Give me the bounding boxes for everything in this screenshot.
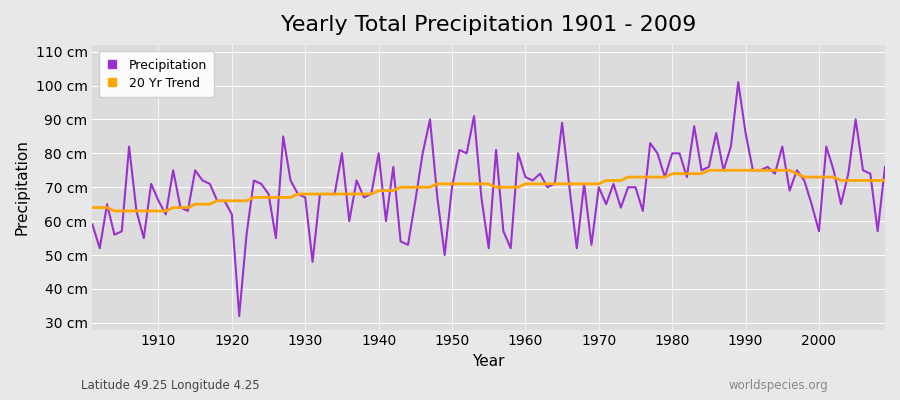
Text: worldspecies.org: worldspecies.org [728, 379, 828, 392]
Text: Latitude 49.25 Longitude 4.25: Latitude 49.25 Longitude 4.25 [81, 379, 259, 392]
X-axis label: Year: Year [472, 354, 505, 369]
Y-axis label: Precipitation: Precipitation [15, 139, 30, 235]
Legend: Precipitation, 20 Yr Trend: Precipitation, 20 Yr Trend [99, 51, 214, 97]
Title: Yearly Total Precipitation 1901 - 2009: Yearly Total Precipitation 1901 - 2009 [281, 15, 697, 35]
